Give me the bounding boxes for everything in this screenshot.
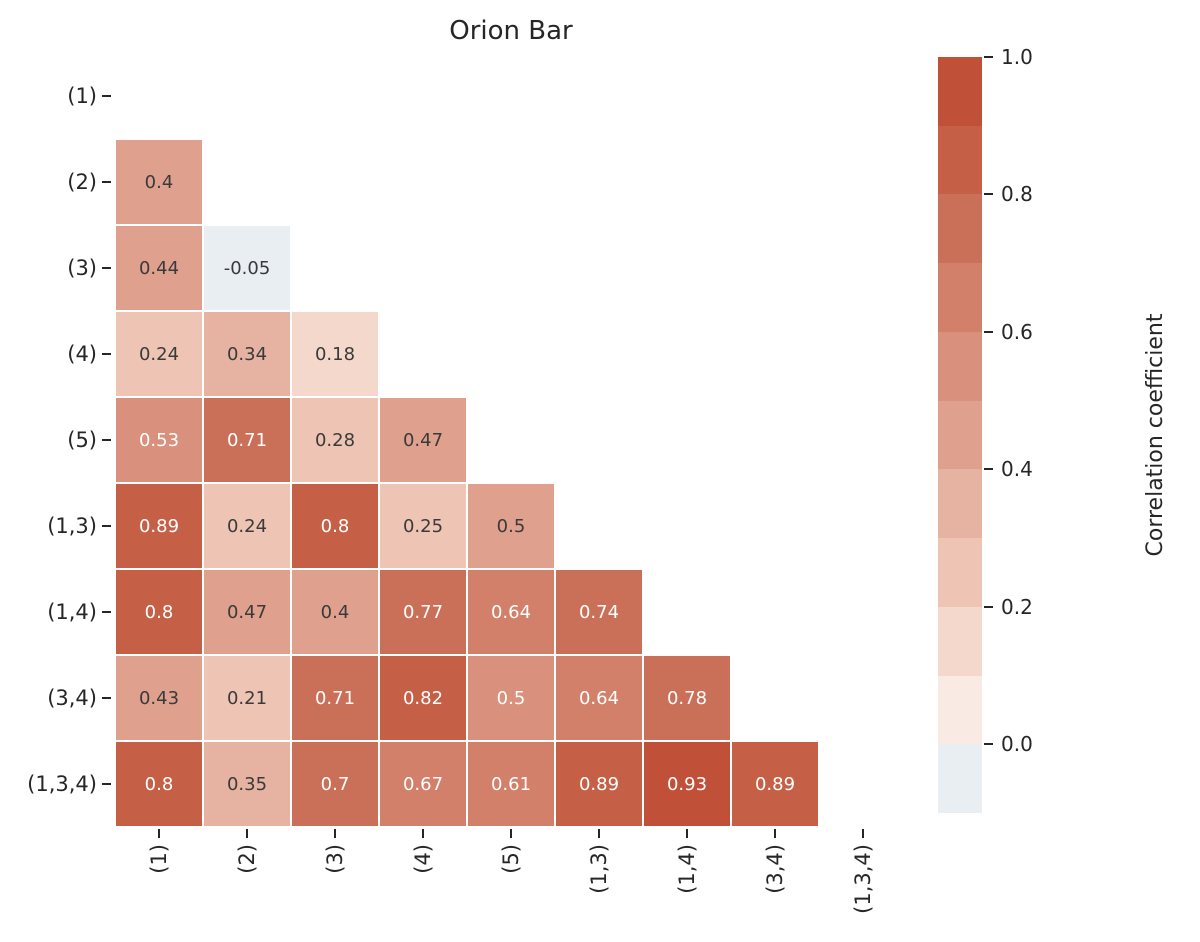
chart-title: Orion Bar (449, 16, 573, 46)
x-tick-label: (4) (411, 844, 435, 874)
heatmap-cell: 0.89 (731, 741, 819, 827)
y-tick-mark (102, 353, 111, 355)
colorbar-segment (938, 57, 982, 127)
colorbar (938, 57, 982, 814)
y-tick-label: (2) (67, 170, 97, 194)
y-tick-mark (102, 697, 111, 699)
colorbar-segment (938, 263, 982, 333)
colorbar-tick-mark (984, 56, 993, 58)
x-tick-label: (1,3,4) (851, 844, 875, 914)
heatmap-cell: 0.43 (115, 655, 203, 741)
x-tick-label: (5) (499, 844, 523, 874)
heatmap-cell: 0.74 (555, 569, 643, 655)
heatmap-cell: 0.7 (291, 741, 379, 827)
heatmap-cell: 0.47 (379, 397, 467, 483)
heatmap-cell: 0.5 (467, 483, 555, 569)
colorbar-segment (938, 125, 982, 195)
heatmap-cell: 0.8 (115, 741, 203, 827)
y-tick-mark (102, 439, 111, 441)
heatmap-cell: 0.18 (291, 311, 379, 397)
colorbar-tick-mark (984, 330, 993, 333)
colorbar-tick-label: 0.2 (1001, 594, 1033, 619)
heatmap-cell: 0.24 (115, 311, 203, 397)
y-tick-label: (1,3) (47, 514, 97, 538)
heatmap-cell: 0.35 (203, 741, 291, 827)
colorbar-label: Correlation coefficient (1143, 313, 1168, 557)
x-tick-mark (598, 829, 600, 838)
colorbar-tick-mark (984, 468, 993, 471)
heatmap-cell: 0.4 (115, 139, 203, 225)
colorbar-segment (938, 538, 982, 608)
heatmap-cell: 0.64 (467, 569, 555, 655)
x-tick-label: (1,4) (675, 844, 699, 894)
colorbar-segment (938, 331, 982, 402)
colorbar-tick-label: 0.0 (1001, 732, 1033, 757)
heatmap-cell: 0.67 (379, 741, 467, 827)
colorbar-tick-mark (984, 743, 993, 746)
y-tick-mark (102, 267, 111, 269)
y-tick-label: (3) (67, 256, 97, 280)
colorbar-segment (938, 675, 982, 745)
colorbar-tick-label: 0.4 (1001, 457, 1033, 482)
heatmap-cell: 0.34 (203, 311, 291, 397)
colorbar-segment (938, 400, 982, 470)
colorbar-segment (938, 606, 982, 677)
y-tick-mark (102, 181, 111, 183)
heatmap-cell: 0.4 (291, 569, 379, 655)
x-tick-mark (422, 829, 424, 838)
x-tick-label: (3,4) (763, 844, 787, 894)
y-tick-mark (102, 611, 111, 613)
heatmap-cell: 0.77 (379, 569, 467, 655)
x-tick-mark (686, 829, 688, 838)
colorbar-segment (938, 469, 982, 539)
x-tick-mark (334, 829, 336, 838)
colorbar-tick-label: 1.0 (1001, 45, 1033, 69)
heatmap-cell: 0.78 (643, 655, 731, 741)
y-tick-label: (1,3,4) (27, 772, 97, 796)
heatmap-cell: 0.21 (203, 655, 291, 741)
x-tick-label: (1) (147, 844, 171, 874)
heatmap-cell: 0.24 (203, 483, 291, 569)
y-tick-mark (102, 783, 111, 785)
heatmap-cell: 0.89 (115, 483, 203, 569)
y-tick-mark (102, 525, 111, 527)
colorbar-tick-label: 0.6 (1001, 319, 1033, 344)
heatmap-cell: 0.28 (291, 397, 379, 483)
heatmap-cell: 0.82 (379, 655, 467, 741)
heatmap-cell: 0.89 (555, 741, 643, 827)
colorbar-segment (938, 744, 982, 814)
colorbar-tick-mark (984, 193, 993, 196)
y-tick-mark (102, 95, 111, 97)
x-tick-label: (3) (323, 844, 347, 874)
heatmap-cell: 0.5 (467, 655, 555, 741)
heatmap-cell: 0.53 (115, 397, 203, 483)
heatmap-cell: 0.25 (379, 483, 467, 569)
heatmap-cell: 0.8 (291, 483, 379, 569)
colorbar-segment (938, 194, 982, 264)
y-tick-label: (1,4) (47, 600, 97, 624)
heatmap-cell: 0.71 (291, 655, 379, 741)
x-tick-mark (862, 829, 864, 838)
x-tick-label: (1,3) (587, 844, 611, 894)
heatmap-cell: 0.47 (203, 569, 291, 655)
y-tick-label: (4) (67, 342, 97, 366)
colorbar-tick-mark (984, 605, 993, 608)
y-tick-label: (3,4) (47, 686, 97, 710)
heatmap-cell: 0.71 (203, 397, 291, 483)
x-tick-mark (510, 829, 512, 838)
heatmap-cell: -0.05 (203, 225, 291, 311)
heatmap-cell: 0.61 (467, 741, 555, 827)
colorbar-tick-label: 0.8 (1001, 182, 1033, 207)
heatmap-cell: 0.64 (555, 655, 643, 741)
x-tick-label: (2) (235, 844, 259, 874)
heatmap-cell: 0.93 (643, 741, 731, 827)
x-tick-mark (246, 829, 248, 838)
y-tick-label: (5) (67, 428, 97, 452)
y-tick-label: (1) (67, 84, 97, 108)
heatmap-cell: 0.44 (115, 225, 203, 311)
heatmap-cell: 0.8 (115, 569, 203, 655)
x-tick-mark (158, 829, 160, 838)
x-tick-mark (774, 829, 776, 838)
